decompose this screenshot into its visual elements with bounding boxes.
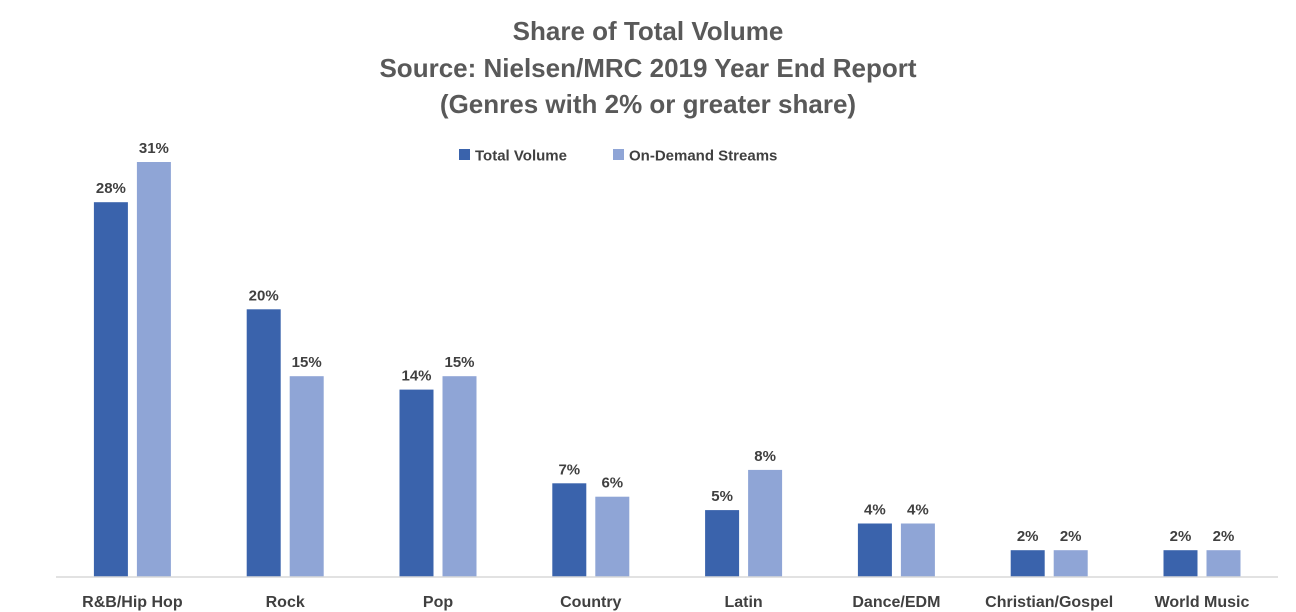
legend-label-total-volume: Total Volume <box>475 148 567 165</box>
legend-swatch-on-demand-streams <box>613 149 624 160</box>
value-label-on-demand-streams-world-music: 2% <box>1213 528 1235 545</box>
category-label-randb-hip-hop: R&B/Hip Hop <box>82 594 183 611</box>
category-labels: R&B/Hip Hop Rock Pop Country Latin Dance/EDM C… <box>82 594 1249 611</box>
value-label-on-demand-streams-randb-hip-hop: 31% <box>139 140 169 157</box>
bar-total-volume-dance-edm <box>857 523 892 577</box>
chart-title-line-1: Share of Total Volume <box>513 16 784 46</box>
bar-total-volume-pop <box>399 389 434 577</box>
category-label-rock: Rock <box>266 594 305 611</box>
category-label-latin: Latin <box>724 594 762 611</box>
bar-on-demand-streams-randb-hip-hop <box>136 162 171 577</box>
bar-on-demand-streams-dance-edm <box>900 523 935 577</box>
bars <box>93 162 1241 577</box>
legend-label-on-demand-streams: On-Demand Streams <box>629 148 777 165</box>
bar-on-demand-streams-country <box>595 496 630 577</box>
chart-title-line-2: Source: Nielsen/MRC 2019 Year End Report <box>379 53 916 83</box>
bar-total-volume-randb-hip-hop <box>93 202 128 577</box>
value-label-total-volume-country: 7% <box>558 461 580 478</box>
chart-legend: Total Volume On-Demand Streams <box>459 148 777 165</box>
value-label-total-volume-randb-hip-hop: 28% <box>96 180 126 197</box>
bar-total-volume-christian-gospel <box>1010 550 1045 577</box>
value-label-on-demand-streams-christian-gospel: 2% <box>1060 528 1082 545</box>
value-labels: 28% 31% 20% 15% 14% 15% 7% 6% 5% 8% 4% 4% 2% 2% 2% 2% <box>96 140 1234 545</box>
chart-title: Share of Total Volume Source: Nielsen/MR… <box>379 16 916 119</box>
bar-on-demand-streams-christian-gospel <box>1053 550 1088 577</box>
category-label-christian-gospel: Christian/Gospel <box>985 594 1113 611</box>
bar-total-volume-country <box>552 483 587 577</box>
bar-total-volume-rock <box>246 309 281 577</box>
bar-total-volume-world-music <box>1163 550 1198 577</box>
bar-total-volume-latin <box>705 510 740 577</box>
category-label-world-music: World Music <box>1155 594 1250 611</box>
bar-on-demand-streams-rock <box>289 376 324 577</box>
value-label-on-demand-streams-country: 6% <box>601 475 623 492</box>
category-label-pop: Pop <box>423 594 453 611</box>
value-label-on-demand-streams-latin: 8% <box>754 448 776 465</box>
legend-swatch-total-volume <box>459 149 470 160</box>
value-label-on-demand-streams-rock: 15% <box>292 354 322 371</box>
bar-on-demand-streams-latin <box>748 469 783 577</box>
bar-on-demand-streams-world-music <box>1206 550 1241 577</box>
value-label-on-demand-streams-dance-edm: 4% <box>907 502 929 519</box>
value-label-total-volume-dance-edm: 4% <box>864 502 886 519</box>
value-label-total-volume-rock: 20% <box>249 287 279 304</box>
category-label-country: Country <box>560 594 621 611</box>
value-label-total-volume-pop: 14% <box>401 368 431 385</box>
value-label-on-demand-streams-pop: 15% <box>444 354 474 371</box>
bar-on-demand-streams-pop <box>442 376 477 577</box>
value-label-total-volume-christian-gospel: 2% <box>1017 528 1039 545</box>
value-label-total-volume-world-music: 2% <box>1170 528 1192 545</box>
chart-title-line-3: (Genres with 2% or greater share) <box>440 89 856 119</box>
category-label-dance-edm: Dance/EDM <box>852 594 940 611</box>
value-label-total-volume-latin: 5% <box>711 488 733 505</box>
